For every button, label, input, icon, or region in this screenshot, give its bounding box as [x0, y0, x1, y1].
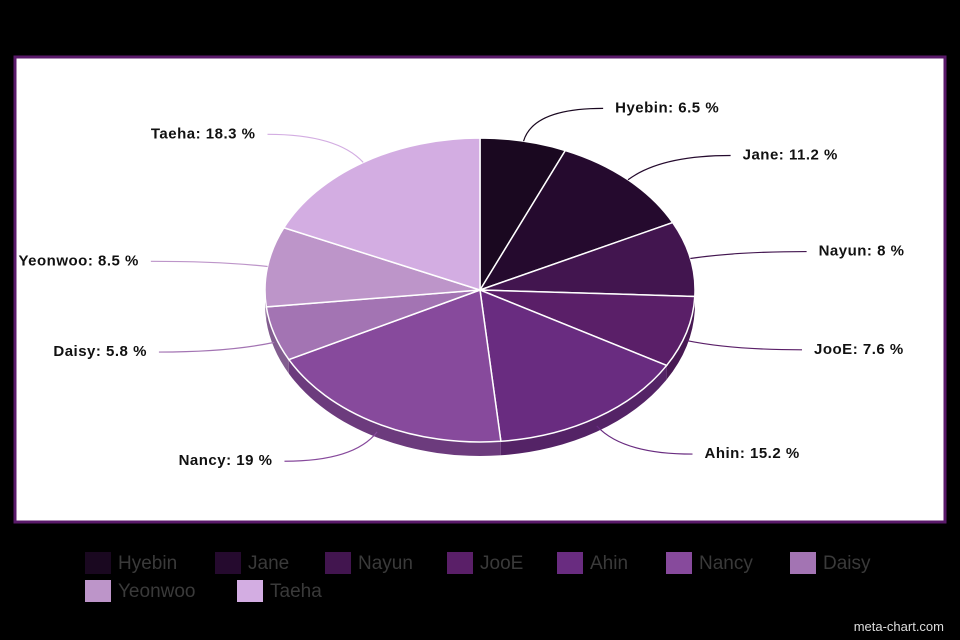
leader-line: [686, 339, 803, 351]
legend-swatch: [557, 552, 583, 574]
data-label: JooE: 7.6 %: [814, 341, 904, 358]
legend-label: Nancy: [699, 553, 753, 574]
data-label: Nayun: 8 %: [819, 243, 905, 260]
legend-swatch: [85, 552, 111, 574]
data-label: Hyebin: 6.5 %: [615, 99, 719, 116]
legend-label: Jane: [248, 553, 289, 574]
legend-swatch: [790, 552, 816, 574]
legend-swatch: [237, 580, 263, 602]
pie-slice: [287, 288, 502, 443]
data-label: Yeonwoo: 8.5 %: [18, 252, 138, 269]
legend-swatch: [215, 552, 241, 574]
pie-side: [500, 365, 667, 456]
data-label: Daisy: 5.8 %: [53, 343, 147, 360]
legend-label: JooE: [480, 553, 523, 574]
pie-slice: [479, 288, 668, 443]
legend-label: Hyebin: [118, 553, 177, 574]
legend-label: Nayun: [358, 553, 413, 574]
legend-swatch: [447, 552, 473, 574]
pie-side: [266, 306, 289, 374]
legend-label: Taeha: [270, 581, 322, 602]
legend-label: Ahin: [590, 553, 628, 574]
leader-line: [150, 260, 268, 268]
legend-swatch: [85, 580, 111, 602]
legend-label: Yeonwoo: [118, 581, 195, 602]
legend-swatch: [325, 552, 351, 574]
leader-line: [522, 107, 604, 142]
leader-line: [690, 250, 807, 260]
pie-slice: [478, 149, 674, 292]
leader-line: [284, 431, 378, 462]
legend-label: Daisy: [823, 553, 871, 574]
pie-side: [666, 296, 695, 380]
leader-line: [158, 341, 275, 353]
data-label: Ahin: 15.2 %: [705, 445, 800, 462]
data-label: Nancy: 19 %: [179, 452, 273, 469]
data-label: Jane: 11.2 %: [743, 146, 838, 163]
pie-side: [288, 359, 501, 456]
pie-slice: [479, 221, 696, 298]
pie-slice: [282, 137, 481, 292]
leader-line: [596, 425, 693, 455]
legend-swatch: [666, 552, 692, 574]
pie-slice: [479, 289, 696, 367]
watermark: meta-chart.com: [854, 619, 944, 634]
leader-line: [627, 154, 731, 181]
leader-line: [267, 133, 364, 163]
data-label: Taeha: 18.3 %: [151, 125, 256, 142]
